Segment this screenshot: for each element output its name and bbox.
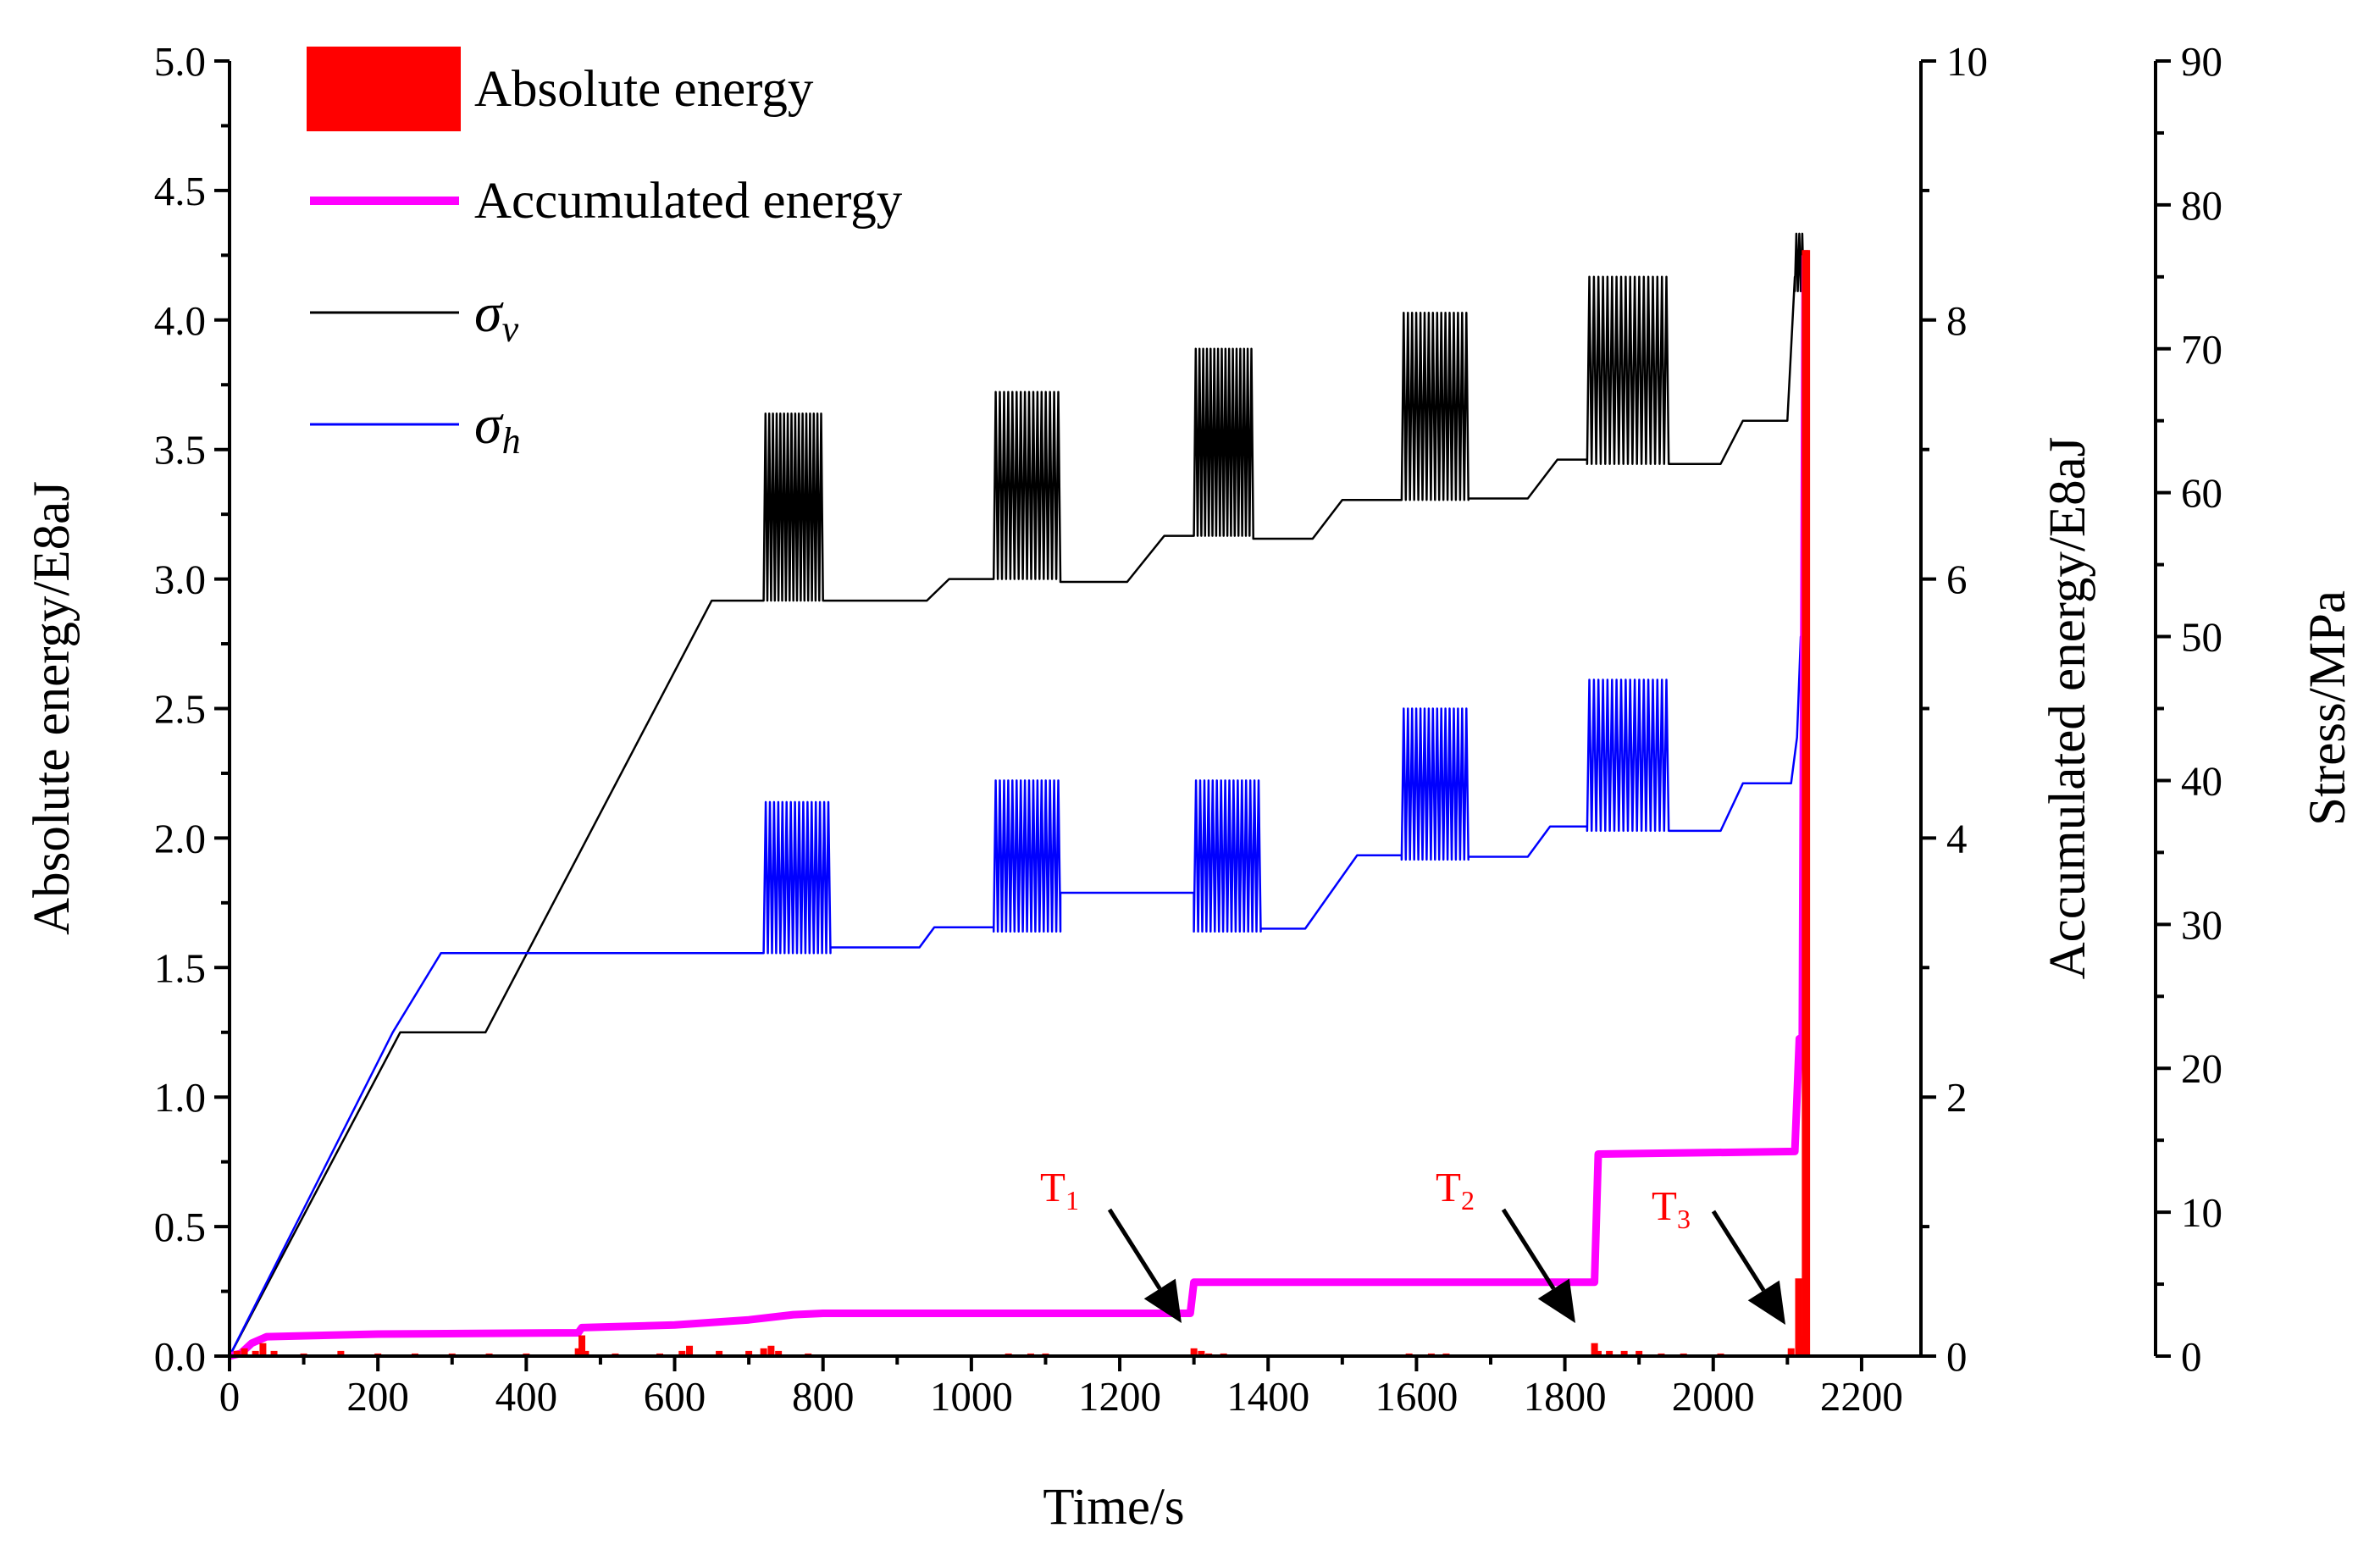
x-tick-label: 1000 (930, 1373, 1013, 1420)
legend-label-sub: v (502, 308, 519, 350)
y-left-tick-label: 2.0 (154, 815, 206, 861)
absolute-energy-bar (716, 1350, 723, 1356)
annotation-label: T1 (1040, 1164, 1079, 1215)
y-right2-tick-label: 10 (2181, 1189, 2222, 1236)
ticks: 0 200 400 600 800 1000 1200 1400 1600 1800 2000 220… (154, 38, 2222, 1420)
x-tick-label: 2000 (1672, 1373, 1755, 1420)
absolute-energy-bar (1636, 1350, 1643, 1356)
x-tick-label: 200 (346, 1373, 409, 1420)
annotation-arrow-head (1143, 1278, 1182, 1323)
absolute-energy-bar (1620, 1350, 1628, 1356)
y-left-tick-label: 0.0 (154, 1333, 206, 1380)
absolute-energy-bar (1198, 1350, 1205, 1356)
sigma-v-series (228, 232, 1808, 1357)
y-right1-tick-label: 2 (1946, 1074, 1968, 1121)
absolute-energy-bar (1606, 1350, 1613, 1356)
x-tick-label: 400 (495, 1373, 558, 1420)
y-right1-tick-label: 4 (1946, 815, 1968, 861)
x-tick-label: 1200 (1078, 1373, 1161, 1420)
x-tick-label: 1400 (1226, 1373, 1309, 1420)
legend-label: σv (474, 282, 519, 350)
axis-titles: Time/s Absolute energy/E8aJ Accumulated … (24, 437, 2356, 1536)
y-left-tick-label: 0.5 (154, 1204, 206, 1250)
annotation-arrow-head (1747, 1280, 1785, 1325)
y-left-tick-label: 3.5 (154, 427, 206, 473)
absolute-energy-bar (775, 1350, 783, 1356)
annotations: T1 T2 T3 (1040, 1164, 1785, 1325)
y-right2-tick-label: 40 (2181, 757, 2222, 804)
absolute-energy-bar (1591, 1343, 1598, 1356)
legend: Absolute energy Accumulated energy σv σh (307, 47, 903, 462)
absolute-energy-bar (270, 1350, 278, 1356)
y-right2-tick-label: 30 (2181, 901, 2222, 948)
x-tick-label: 1600 (1375, 1373, 1458, 1420)
annotation-arrow-shaft (1711, 1210, 1766, 1292)
absolute-energy-bar (1787, 1348, 1795, 1356)
x-tick-label: 1800 (1524, 1373, 1607, 1420)
plot-series (228, 232, 1811, 1360)
annotation-label-sub: 3 (1677, 1204, 1691, 1234)
x-tick-label: 800 (792, 1373, 855, 1420)
y-left-tick-label: 4.0 (154, 297, 206, 344)
absolute-energy-bar (1594, 1350, 1602, 1356)
legend-label: σh (474, 394, 521, 462)
y-right2-tick-label: 80 (2181, 182, 2222, 229)
y-right2-tick-label: 50 (2181, 614, 2222, 661)
y-right-stress-title: Stress/MPa (2300, 590, 2356, 826)
axes (228, 61, 2157, 1358)
annotation-label: T3 (1652, 1182, 1691, 1234)
annotation-label-sub: 2 (1461, 1185, 1475, 1215)
legend-label-sub: h (502, 420, 521, 462)
absolute-energy-bar (582, 1350, 589, 1356)
absolute-energy-bar (574, 1348, 582, 1356)
accumulated-energy-series (228, 255, 1809, 1360)
absolute-energy-bar (252, 1350, 259, 1356)
y-left-axis-title: Absolute energy/E8aJ (24, 481, 80, 935)
absolute-energy-bar (686, 1345, 694, 1356)
y-left-tick-label: 2.5 (154, 686, 206, 733)
absolute-energy-bar (337, 1350, 345, 1356)
x-tick-label: 0 (219, 1373, 241, 1420)
annotation-arrow-shaft (1501, 1208, 1556, 1290)
absolute-energy-bar (745, 1350, 753, 1356)
y-left-tick-label: 1.0 (154, 1074, 206, 1121)
x-tick-label: 600 (644, 1373, 706, 1420)
annotation-arrow-head (1537, 1278, 1575, 1323)
legend-label: Absolute energy (474, 61, 814, 118)
annotation-arrow-shaft (1107, 1208, 1162, 1290)
x-tick-label: 2200 (1820, 1373, 1903, 1420)
absolute-energy-bar (1803, 250, 1811, 1356)
absolute-energy-bar (241, 1348, 248, 1356)
y-right2-tick-label: 90 (2181, 38, 2222, 85)
absolute-energy-bar (259, 1343, 267, 1356)
y-left-tick-label: 1.5 (154, 944, 206, 991)
y-right1-tick-label: 6 (1946, 557, 1968, 603)
absolute-energy-bar (1795, 1278, 1802, 1356)
y-right2-tick-label: 70 (2181, 326, 2222, 373)
absolute-energy-bar (678, 1350, 686, 1356)
y-right2-tick-label: 60 (2181, 470, 2222, 517)
annotation-label-sub: 1 (1065, 1185, 1079, 1215)
y-right-accumulated-title: Accumulated energy/E8aJ (2040, 437, 2096, 980)
y-left-tick-label: 5.0 (154, 38, 206, 85)
annotation-label: T2 (1436, 1164, 1475, 1215)
y-right1-tick-label: 8 (1946, 297, 1968, 344)
legend-swatch-absolute-energy (307, 47, 461, 131)
sigma-h-series (228, 635, 1808, 1357)
y-right1-tick-label: 10 (1946, 38, 1988, 85)
absolute-energy-bar (767, 1345, 775, 1356)
absolute-energy-bar (760, 1348, 767, 1356)
y-left-tick-label: 4.5 (154, 168, 206, 214)
y-right2-tick-label: 0 (2181, 1333, 2202, 1380)
legend-label: Accumulated energy (474, 173, 903, 230)
absolute-energy-bar (1190, 1348, 1198, 1356)
y-left-tick-label: 3.0 (154, 557, 206, 603)
absolute-energy-bar (233, 1350, 241, 1356)
y-right2-tick-label: 20 (2181, 1045, 2222, 1092)
y-right1-tick-label: 0 (1946, 1333, 1968, 1380)
absolute-energy-bar (578, 1335, 586, 1356)
x-axis-title: Time/s (1043, 1479, 1184, 1536)
